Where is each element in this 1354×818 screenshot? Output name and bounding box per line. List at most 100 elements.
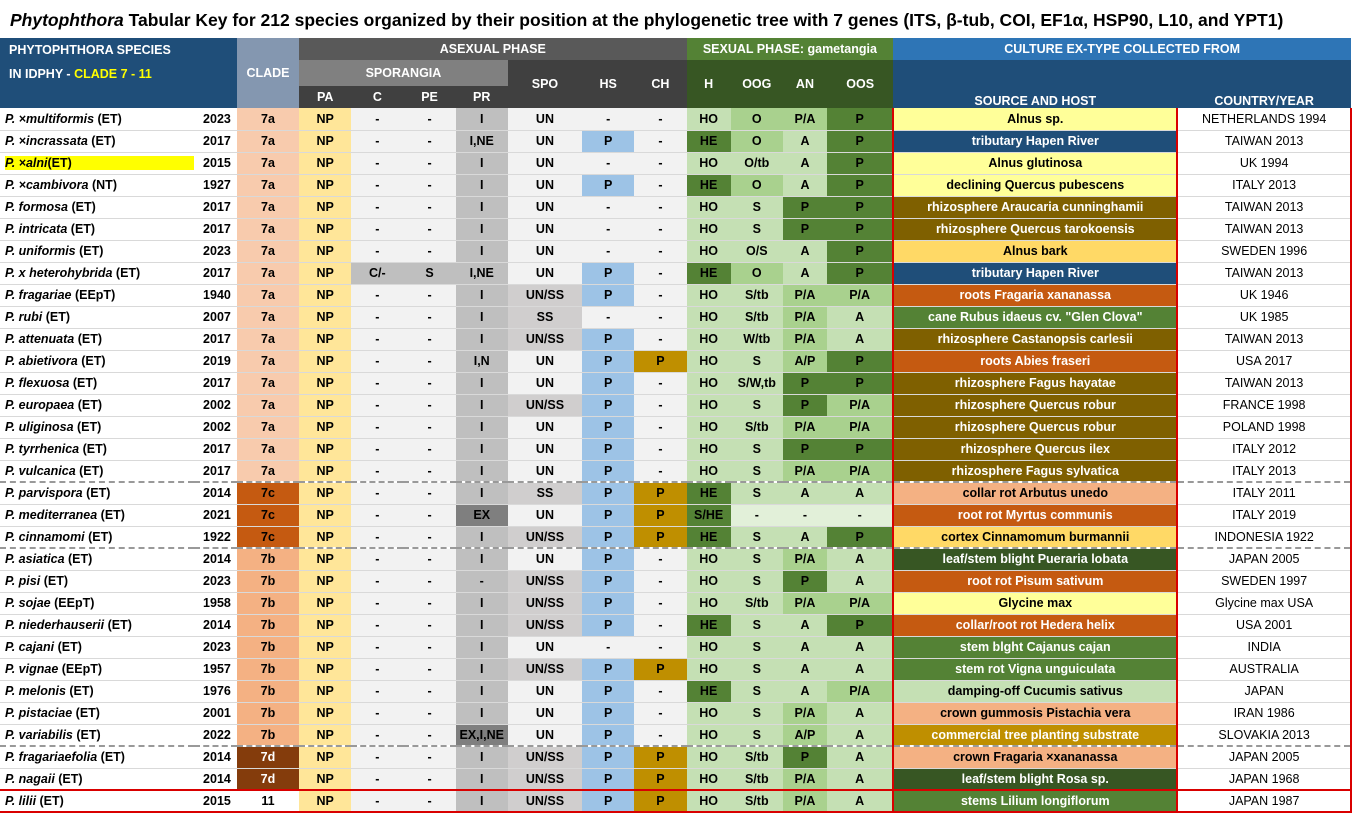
pa-cell: NP <box>299 196 352 219</box>
species-type-tag: (ET) <box>94 111 122 126</box>
species-binomial: P. cinnamomi <box>5 529 85 544</box>
pa-cell: NP <box>299 504 352 527</box>
oog-cell: S/tb <box>730 416 783 439</box>
ch-cell: - <box>634 174 687 197</box>
year: 1958 <box>193 592 237 615</box>
species-type-tag: (ET) <box>67 222 96 236</box>
table-row: P. uniformis (ET) 2023 7a NP - - I UN - - HO O/S A P A… <box>0 240 1352 263</box>
clade-cell: 7b <box>236 724 300 747</box>
c-cell: - <box>351 196 404 219</box>
c-cell: - <box>351 768 404 791</box>
source-host: tributary Hapen River <box>892 262 1179 285</box>
ch-cell: P <box>634 482 687 505</box>
an-cell: P/A <box>782 108 828 131</box>
h-cell: HO <box>686 284 731 307</box>
pa-cell: NP <box>299 526 352 549</box>
year: 2015 <box>193 152 237 175</box>
species-name: P. fragariaefolia (ET) <box>0 746 194 769</box>
hs-cell: P <box>582 768 635 791</box>
oog-cell: O <box>730 174 783 197</box>
year: 2017 <box>193 262 237 285</box>
hs-cell: - <box>582 152 635 175</box>
clade-cell: 7b <box>236 680 300 703</box>
pr-cell: I <box>455 658 508 681</box>
pe-cell: - <box>403 174 456 197</box>
pa-cell: NP <box>299 746 352 769</box>
pr-cell: I <box>455 482 508 505</box>
source-host: rhizosphere Fagus hayatae <box>892 372 1179 395</box>
species-type-tag: (ET) <box>68 200 96 214</box>
species-binomial: P. vulcanica <box>5 463 76 478</box>
pe-cell: - <box>403 504 456 527</box>
oog-cell: S <box>730 548 783 571</box>
pa-cell: NP <box>299 394 352 417</box>
species-binomial: P. formosa <box>5 200 68 214</box>
year: 2023 <box>193 570 237 593</box>
ch-cell: - <box>634 218 687 241</box>
ch-cell: - <box>634 416 687 439</box>
spo-cell: UN/SS <box>507 394 583 417</box>
c-cell: - <box>351 702 404 725</box>
pa-cell: NP <box>299 328 352 351</box>
ch-cell: P <box>634 746 687 769</box>
ch-cell: - <box>634 702 687 725</box>
oog-cell: S/W,tb <box>730 372 783 395</box>
oos-cell: - <box>827 504 894 527</box>
an-cell: A <box>782 152 828 175</box>
species-type-tag: (ET) <box>104 618 132 632</box>
country-year: UK 1994 <box>1177 152 1352 175</box>
species-binomial: P. ×cambivora <box>5 178 89 192</box>
table-row: P. sojae (EEpT) 1958 7b NP - - I UN/SS P - HO S/tb P… <box>0 592 1352 615</box>
species-binomial: P. mediterranea <box>5 508 98 522</box>
clade-cell: 7a <box>236 372 300 395</box>
spo-cell: UN/SS <box>507 284 583 307</box>
year: 2007 <box>193 306 237 329</box>
h-cell: HE <box>686 262 731 285</box>
an-cell: P <box>782 196 828 219</box>
c-cell: - <box>351 372 404 395</box>
species-name: P. melonis (ET) <box>0 680 194 703</box>
an-cell: P/A <box>782 548 828 571</box>
source-host: rhizosphere Quercus ilex <box>892 438 1179 461</box>
an-cell: P/A <box>782 284 828 307</box>
oos-cell: P <box>827 130 894 153</box>
oog-cell: S <box>730 658 783 681</box>
col-c: C <box>351 86 404 108</box>
source-host: crown gummosis Pistachia vera <box>892 702 1179 725</box>
species-type-tag: (ET) <box>72 706 100 720</box>
species-name: P. ×cambivora (NT) <box>0 174 194 197</box>
ch-cell: - <box>634 328 687 351</box>
oog-cell: S/tb <box>730 592 783 615</box>
an-cell: A <box>782 130 828 153</box>
source-host: Glycine max <box>892 592 1179 615</box>
col-an: AN <box>782 60 828 108</box>
pe-cell: - <box>403 394 456 417</box>
clade-cell: 7a <box>236 174 300 197</box>
spo-cell: UN <box>507 636 583 659</box>
spo-cell: UN <box>507 108 583 131</box>
oos-cell: P <box>827 218 894 241</box>
pe-cell: - <box>403 482 456 505</box>
h-cell: HE <box>686 526 731 549</box>
clade-cell: 7a <box>236 284 300 307</box>
year: 2014 <box>193 768 237 791</box>
species-name: P. cajani (ET) <box>0 636 194 659</box>
oog-cell: O <box>730 130 783 153</box>
species-type-tag: (ET) <box>84 529 113 544</box>
c-cell: - <box>351 789 404 813</box>
pe-cell: S <box>403 262 456 285</box>
clade-cell: 7a <box>236 196 300 219</box>
h-cell: HE <box>686 680 731 703</box>
table-row: P. melonis (ET) 1976 7b NP - - I UN P - HE S A P/A dam… <box>0 680 1352 703</box>
h-cell: HO <box>686 548 731 571</box>
oog-cell: W/tb <box>730 328 783 351</box>
oog-cell: S <box>730 526 783 549</box>
pe-cell: - <box>403 548 456 571</box>
oos-cell: P <box>827 350 894 373</box>
pr-cell: I <box>455 768 508 791</box>
spo-cell: UN/SS <box>507 526 583 549</box>
